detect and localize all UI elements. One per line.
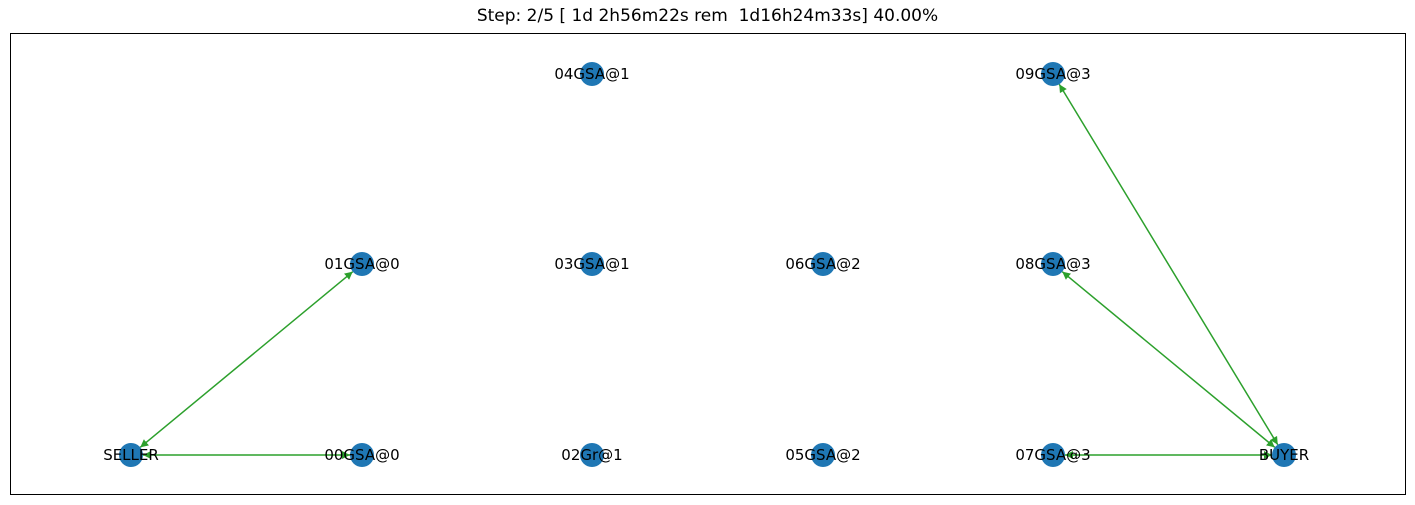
node-07gsa-3 (1041, 443, 1065, 467)
node-label-09gsa-3: 09GSA@3 (1015, 65, 1090, 83)
node-06gsa-2 (811, 252, 835, 276)
figure-title: Step: 2/5 [ 1d 2h56m22s rem 1d16h24m33s]… (476, 6, 939, 26)
node-label-01gsa-0: 01GSA@0 (324, 255, 399, 273)
node-label-05gsa-2: 05GSA@2 (785, 446, 860, 464)
node-05gsa-2 (811, 443, 835, 467)
node-label-07gsa-3: 07GSA@3 (1015, 446, 1090, 464)
node-00gsa-0 (350, 443, 374, 467)
node-label-seller: SELLER (103, 446, 159, 464)
node-buyer (1272, 443, 1296, 467)
nodes-layer (119, 62, 1296, 467)
node-09gsa-3 (1041, 62, 1065, 86)
edges-layer (139, 83, 1279, 459)
node-label-03gsa-1: 03GSA@1 (554, 255, 629, 273)
edge-seller-to-01gsa-0 (139, 271, 354, 448)
node-08gsa-3 (1041, 252, 1065, 276)
node-label-08gsa-3: 08GSA@3 (1015, 255, 1090, 273)
node-label-00gsa-0: 00GSA@0 (324, 446, 399, 464)
labels-layer: SELLER 00GSA@0 01GSA@0 02Gr@1 03GSA@1 04GSA@1… (103, 65, 1309, 464)
node-label-06gsa-2: 06GSA@2 (785, 255, 860, 273)
node-label-02gr-1: 02Gr@1 (561, 446, 622, 464)
node-03gsa-1 (580, 252, 604, 276)
node-label-buyer: BUYER (1259, 446, 1309, 464)
edge-09gsa-3-to-buyer (1058, 83, 1279, 446)
node-01gsa-0 (350, 252, 374, 276)
node-label-04gsa-1: 04GSA@1 (554, 65, 629, 83)
plot-frame (10, 33, 1406, 495)
edge-08gsa-3-to-buyer (1061, 271, 1276, 448)
node-04gsa-1 (580, 62, 604, 86)
node-seller (119, 443, 143, 467)
node-02gr-1 (580, 443, 604, 467)
